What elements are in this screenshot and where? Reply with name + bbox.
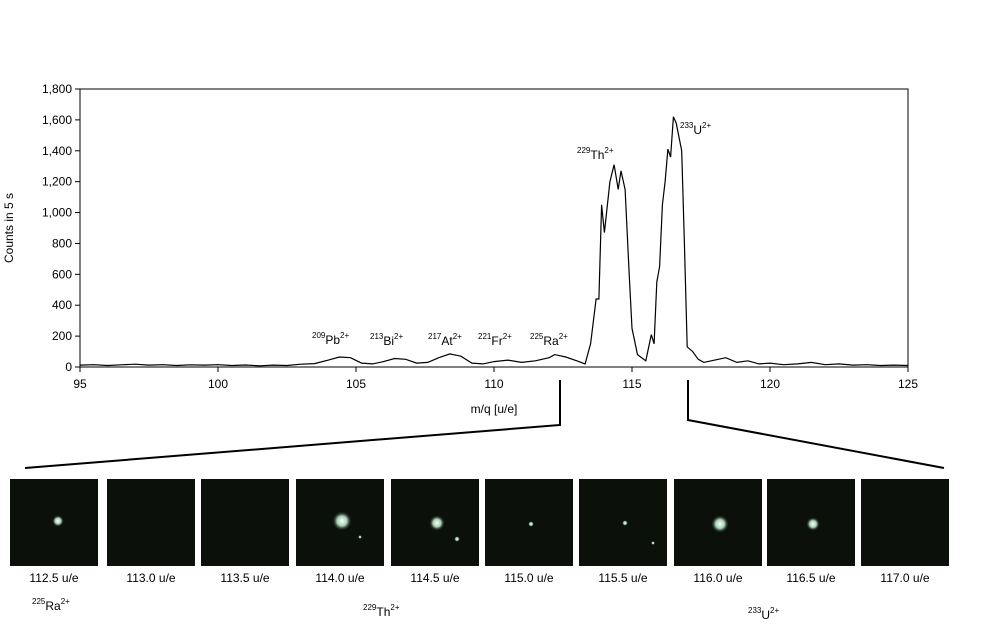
peak-label: 209Pb2+ [312,331,349,347]
panel-label: 114.0 u/e [315,571,364,585]
panel-label: 117.0 u/e [880,571,929,585]
x-tick-label: 115 [622,377,641,391]
mass: 233 [748,606,762,615]
element: Ra [543,334,559,348]
y-tick-label: 1,800 [42,82,72,96]
peak-label: 233U2+ [680,121,711,137]
charge: 2+ [503,332,512,341]
plot-frame [79,88,909,368]
detector-image [107,479,195,566]
charge: 2+ [702,121,711,130]
ion-spot [429,515,445,531]
x-tick-label: 125 [898,377,918,391]
detector-image [201,479,289,566]
element: U [761,608,770,622]
mass: 233 [680,121,694,130]
element: Th [590,148,604,162]
panel-label: 115.5 u/e [598,571,647,585]
ion-spot [651,541,655,545]
charge: 2+ [394,332,403,341]
x-tick-label: 100 [208,377,228,391]
x-tick-label: 95 [73,377,87,391]
element: Th [376,605,390,619]
x-tick-label: 110 [484,377,503,391]
mass: 217 [428,332,442,341]
mass: 225 [530,332,544,341]
y-tick-label: 1,000 [42,206,72,220]
peak-label: 213Bi2+ [370,332,403,348]
y-tick-label: 800 [52,236,72,250]
ion-spot [622,520,628,526]
ion-spot [711,515,729,533]
element: Fr [491,334,502,348]
peak-label: 229Th2+ [577,146,614,162]
x-axis-label: m/q [u/e] [471,402,518,416]
peak-label: 225Ra2+ [530,332,568,348]
y-tick-label: 1,200 [42,175,72,189]
y-tick-label: 1,600 [42,113,72,127]
ion-spot [528,521,534,527]
charge: 2+ [61,597,70,606]
y-tick-label: 600 [52,267,72,281]
mass: 229 [577,146,591,155]
group-label: 229Th2+ [363,603,400,619]
panel-label: 113.5 u/e [220,571,269,585]
zoom-lines [24,380,945,469]
element: U [693,123,702,137]
charge: 2+ [770,606,779,615]
y-tick-label: 0 [65,360,72,374]
element: At [441,334,453,348]
x-tick-label: 120 [760,377,780,391]
panel-label: 115.0 u/e [504,571,553,585]
panel-label: 114.5 u/e [410,571,459,585]
ion-spot [52,515,64,527]
charge: 2+ [340,331,349,340]
group-label: 225Ra2+ [32,597,70,613]
y-axis-label: Counts in 5 s [2,193,16,263]
data-line [79,116,909,367]
charge: 2+ [453,332,462,341]
panel-label: 116.0 u/e [693,571,742,585]
x-tick-label: 105 [346,377,366,391]
panel-label: 116.5 u/e [786,571,835,585]
panel-label: 112.5 u/e [29,571,78,585]
peak-label: 217At2+ [428,332,462,348]
mass: 213 [370,332,384,341]
element: Ra [45,599,61,613]
mass: 221 [478,332,492,341]
element: Bi [383,334,394,348]
ion-spot [358,535,362,539]
ion-spot [806,517,820,531]
ion-spot [332,511,352,531]
element: Pb [325,333,340,347]
ion-spot [454,536,460,542]
y-tick-label: 200 [52,329,72,343]
mass: 209 [312,331,326,340]
peak-label: 221Fr2+ [478,332,512,348]
mass: 225 [32,597,46,606]
panel-label: 113.0 u/e [126,571,175,585]
y-tick-label: 400 [52,298,72,312]
charge: 2+ [390,603,399,612]
group-label: 233U2+ [748,606,779,622]
y-tick-label: 1,400 [42,144,72,158]
charge: 2+ [559,332,568,341]
detector-image [861,479,949,566]
mass: 229 [363,603,377,612]
charge: 2+ [604,146,613,155]
